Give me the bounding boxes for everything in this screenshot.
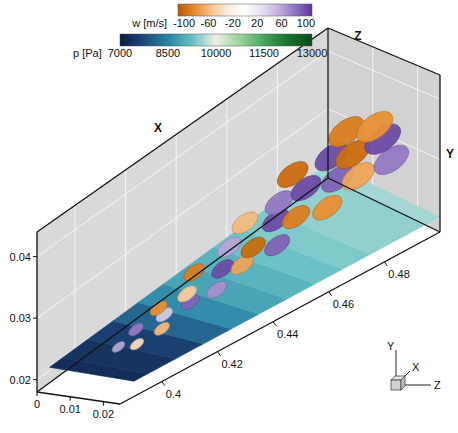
vortex-structure <box>152 320 172 338</box>
vortex-structure <box>204 278 230 302</box>
vortex-structure <box>181 260 208 284</box>
tick <box>217 352 220 356</box>
vortex-structure <box>351 105 398 148</box>
tick <box>273 322 276 326</box>
tick-label: 0.46 <box>333 298 354 310</box>
colorbar-bar <box>178 4 312 16</box>
box-edge <box>37 178 328 392</box>
triad-axis <box>405 371 410 376</box>
tick <box>162 382 165 386</box>
box-edge <box>439 75 440 232</box>
tick-label: 0 <box>34 398 40 410</box>
vortex-structure <box>308 190 346 225</box>
grid-line <box>417 66 418 222</box>
colorbar-tick-label: -20 <box>225 17 241 29</box>
colorbar-tick-label: 10000 <box>201 47 232 59</box>
vortex-structure <box>128 336 145 352</box>
box-edge <box>36 232 37 392</box>
tick-label: 0.48 <box>388 268 409 280</box>
ticks: 0.02 0.03 0.04 0 0.01 0.02 0.4 0.42 0.44 0.46 0.48 <box>10 251 410 420</box>
tick <box>37 392 38 396</box>
vortex-structure <box>228 207 262 238</box>
colorbar-tick-label: 60 <box>275 17 287 29</box>
tick <box>70 397 71 401</box>
axis-titles: X Z Y <box>154 29 454 161</box>
tick <box>33 318 37 319</box>
colorbar-tick-label: -60 <box>201 17 217 29</box>
tick <box>384 262 387 266</box>
tick-label: 0.04 <box>10 251 31 263</box>
tick <box>329 292 332 296</box>
vortex-structure <box>273 156 313 192</box>
tick-label: 0.02 <box>10 374 31 386</box>
isosurfaces <box>110 105 414 354</box>
axis-triad: X Y Z <box>387 340 441 391</box>
colorbar-bar <box>120 34 312 46</box>
triad-label: X <box>412 361 420 373</box>
colorbar-title: w [m/s] <box>131 17 167 29</box>
box-edge <box>328 178 440 232</box>
box-edge <box>120 232 440 404</box>
vortex-structure <box>110 340 126 355</box>
tick-label: 0.01 <box>59 403 80 415</box>
tick <box>33 379 37 380</box>
triad-label: Y <box>387 340 395 352</box>
box-edge <box>37 28 328 232</box>
vortex-structure <box>261 230 294 260</box>
triad-axis <box>405 385 431 386</box>
vortex-structure <box>237 233 269 262</box>
walls <box>37 28 440 392</box>
tick-label: 0.4 <box>166 388 181 400</box>
axis-title: X <box>154 121 162 135</box>
figure: 0.02 0.03 0.04 0 0.01 0.02 0.4 0.42 0.44 0.46 0.48… <box>0 0 458 433</box>
triad-cube <box>391 380 401 390</box>
tick <box>33 256 37 257</box>
triad-axis <box>396 350 397 376</box>
box-edge <box>328 28 440 75</box>
colorbar-tick-label: 13000 <box>297 47 328 59</box>
colorbar-tick-label: 7000 <box>108 47 132 59</box>
grid-line <box>328 28 329 178</box>
colorbar-title: p [Pa] <box>73 47 102 59</box>
axis-title: Y <box>446 147 454 161</box>
axis-title: Z <box>354 29 361 43</box>
grid <box>37 28 440 380</box>
triad-cube <box>401 376 405 390</box>
grid-line <box>37 51 440 257</box>
colorbar: -100 -60 -20 20 60 100 w [m/s] <box>131 4 315 29</box>
colorbar: 7000 8500 10000 11500 13000 p [Pa] <box>73 34 327 59</box>
triad-label: Z <box>434 379 441 391</box>
pressure-slice <box>50 164 440 382</box>
tick-label: 0.44 <box>277 328 298 340</box>
vortex-structure <box>175 283 200 305</box>
left-wall <box>37 28 328 392</box>
frame <box>37 28 440 404</box>
tick-label: 0.03 <box>10 312 31 324</box>
colorbar-tick-label: 100 <box>297 17 315 29</box>
tick-label: 0.02 <box>93 408 114 420</box>
colorbar-tick-label: 20 <box>251 17 263 29</box>
colorbar-tick-label: 11500 <box>249 47 279 59</box>
colorbar-tick-label: 8500 <box>156 47 180 59</box>
box-edge <box>327 28 328 178</box>
vortex-structure <box>214 233 245 261</box>
tick <box>103 402 104 406</box>
colorbar-tick-label: -100 <box>173 17 195 29</box>
tick-label: 0.42 <box>221 358 242 370</box>
